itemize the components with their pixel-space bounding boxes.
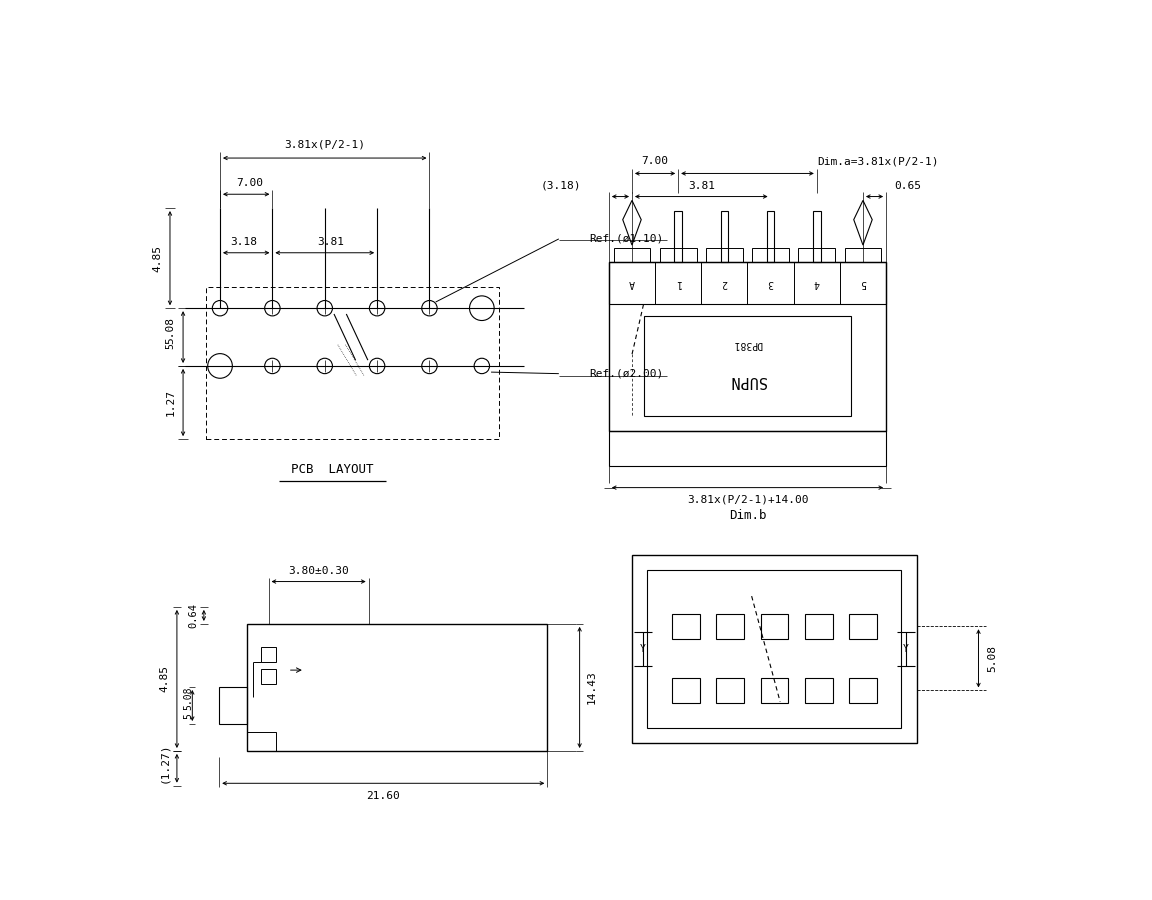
Text: A: A <box>629 278 635 288</box>
Bar <box>247 732 276 751</box>
Text: 7.00: 7.00 <box>642 156 668 166</box>
Bar <box>672 614 699 639</box>
Text: DP381: DP381 <box>733 339 763 349</box>
Text: 7.00: 7.00 <box>236 177 263 188</box>
Bar <box>849 614 877 639</box>
Bar <box>805 614 833 639</box>
Text: 5: 5 <box>861 278 866 288</box>
Bar <box>844 248 881 262</box>
Text: 0.64: 0.64 <box>188 603 198 628</box>
Bar <box>849 678 877 703</box>
Bar <box>706 248 743 262</box>
Bar <box>760 678 788 703</box>
Bar <box>717 614 744 639</box>
Text: Dim.a=3.81x(P/2-1): Dim.a=3.81x(P/2-1) <box>817 156 938 166</box>
Text: 3.81x(P/2-1): 3.81x(P/2-1) <box>285 140 365 149</box>
Bar <box>247 624 547 751</box>
Bar <box>260 669 276 684</box>
Bar <box>752 248 789 262</box>
Bar <box>614 248 651 262</box>
Text: 3.81: 3.81 <box>688 181 714 191</box>
Text: 3.80±0.30: 3.80±0.30 <box>288 566 349 576</box>
Bar <box>760 614 788 639</box>
Bar <box>644 316 851 416</box>
Bar <box>609 262 886 431</box>
Bar <box>798 248 835 262</box>
Text: Ref.(ø2.00): Ref.(ø2.00) <box>590 369 664 379</box>
Text: 5.08: 5.08 <box>987 645 998 672</box>
Bar <box>219 687 247 724</box>
Text: SUPN: SUPN <box>729 374 766 389</box>
Bar <box>632 554 917 743</box>
Text: 5.08: 5.08 <box>183 686 194 709</box>
Text: 4.85: 4.85 <box>160 665 169 692</box>
Text: PCB  LAYOUT: PCB LAYOUT <box>291 464 373 476</box>
Bar <box>609 262 886 304</box>
Text: 5.08: 5.08 <box>166 318 176 345</box>
Text: 3.81x(P/2-1)+14.00: 3.81x(P/2-1)+14.00 <box>687 495 809 505</box>
Bar <box>720 212 728 262</box>
Text: (3.18): (3.18) <box>541 181 582 191</box>
Text: (1.27): (1.27) <box>160 742 169 783</box>
Text: 4: 4 <box>813 278 820 288</box>
Text: Y: Y <box>639 644 646 654</box>
Text: 3.81: 3.81 <box>318 237 344 247</box>
Bar <box>647 570 902 728</box>
Bar <box>260 647 276 662</box>
Bar <box>660 248 697 262</box>
Bar <box>813 212 820 262</box>
Text: 21.60: 21.60 <box>366 790 400 801</box>
Bar <box>805 678 833 703</box>
Text: 1.27: 1.27 <box>166 389 176 416</box>
Text: Dim.b: Dim.b <box>729 508 766 522</box>
Bar <box>609 431 886 466</box>
Text: 3: 3 <box>767 278 773 288</box>
Text: 3.18: 3.18 <box>230 237 257 247</box>
Text: 14.43: 14.43 <box>586 670 597 705</box>
Bar <box>674 212 682 262</box>
Text: 4.85: 4.85 <box>153 245 162 272</box>
Bar <box>206 286 499 439</box>
Bar <box>767 212 774 262</box>
Text: 0.65: 0.65 <box>894 181 922 191</box>
Text: 5: 5 <box>183 714 194 719</box>
Text: 5: 5 <box>166 344 176 349</box>
Text: Ref.(ø1.10): Ref.(ø1.10) <box>590 234 664 244</box>
Text: 2: 2 <box>721 278 727 288</box>
Bar <box>717 678 744 703</box>
Text: 1: 1 <box>675 278 681 288</box>
Bar <box>672 678 699 703</box>
Text: Y: Y <box>903 644 909 654</box>
